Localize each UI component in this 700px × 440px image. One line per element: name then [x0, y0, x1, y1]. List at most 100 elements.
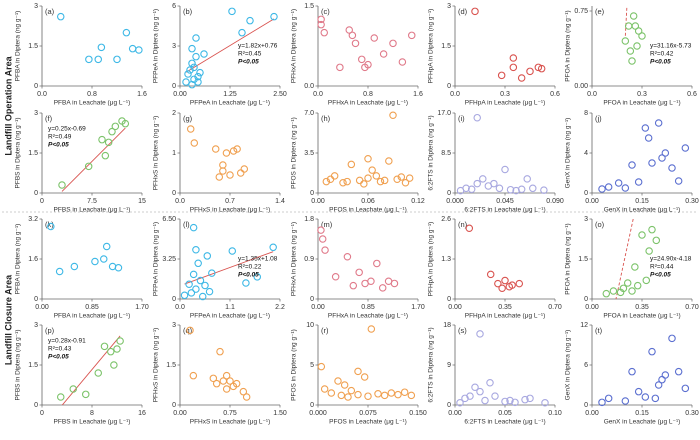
point: [208, 269, 216, 277]
point: [501, 397, 509, 406]
point: [378, 284, 387, 292]
x-tick-label: 1.70: [135, 304, 149, 311]
y-tick-label: 1.3: [441, 256, 451, 263]
point: [541, 399, 549, 407]
point: [638, 32, 646, 40]
point: [634, 27, 643, 35]
point: [347, 160, 356, 169]
point: [623, 279, 632, 287]
point: [628, 161, 636, 169]
y-tick-label: 1.5: [441, 43, 451, 50]
point: [648, 159, 656, 167]
point: [506, 396, 514, 405]
point: [526, 394, 534, 403]
point: [397, 173, 406, 181]
fit-line: [184, 251, 274, 285]
x-tick-label: 1.6: [137, 91, 147, 98]
x-tick-label: 0.75: [223, 410, 237, 417]
point: [529, 184, 537, 193]
point: [240, 165, 249, 173]
point: [340, 381, 349, 389]
y-tick-label: 6.50: [162, 216, 176, 223]
y-tick-label: 0: [447, 402, 451, 409]
point: [634, 387, 643, 396]
x-tick-label: 0.7: [225, 198, 235, 205]
y-axis-label: PFBS in Diptera (ng g⁻¹): [15, 118, 22, 189]
point: [633, 42, 641, 50]
point: [602, 289, 611, 298]
point: [186, 326, 194, 335]
point: [465, 224, 474, 232]
y-axis-label: PFBS in Diptera (ng g⁻¹): [15, 330, 22, 401]
point: [376, 177, 385, 186]
point: [228, 7, 236, 16]
x-tick-label: 0.000: [446, 198, 464, 205]
point: [110, 361, 118, 369]
point: [253, 273, 262, 281]
point: [390, 279, 399, 288]
point: [621, 397, 630, 405]
point: [634, 178, 643, 186]
point: [226, 377, 234, 385]
point: [121, 119, 130, 128]
y-tick-label: 6: [172, 3, 176, 10]
point: [343, 253, 352, 261]
panel-label: (q): [183, 326, 193, 335]
point: [407, 31, 416, 40]
panel-label: (l): [183, 220, 190, 229]
y-axis-label: GenX in Diptera (ng g⁻¹): [565, 330, 572, 401]
point: [526, 67, 534, 76]
x-tick-label: 1.4: [275, 198, 285, 205]
point: [479, 175, 487, 183]
x-tick-label: 0.0: [587, 91, 597, 98]
x-tick-label: 7.5: [87, 198, 97, 205]
x-axis-label: PFOS in Leachate (μg L⁻¹): [329, 419, 407, 426]
point: [196, 276, 205, 285]
point: [70, 262, 79, 271]
point: [102, 242, 111, 251]
point: [189, 371, 198, 380]
x-tick-label: 0.15: [635, 198, 649, 205]
y-tick-label: 9: [447, 362, 451, 369]
x-tick-label: 2.2: [275, 304, 285, 311]
point: [135, 46, 143, 54]
y-tick-label: 0: [447, 83, 451, 90]
point: [364, 154, 372, 163]
point: [192, 34, 200, 42]
point: [651, 394, 660, 403]
point: [658, 375, 666, 384]
panel-label: (o): [595, 220, 605, 229]
point: [654, 381, 663, 389]
point: [194, 78, 202, 86]
panel-label: (a): [45, 7, 55, 16]
x-tick-label: 0.00: [585, 198, 599, 205]
point: [654, 119, 663, 127]
x-tick-label: 0.05: [498, 410, 512, 417]
y-tick-label: 1: [172, 150, 176, 157]
y-tick-label: 0: [584, 402, 588, 409]
point: [604, 394, 613, 403]
point: [190, 139, 199, 147]
point: [645, 247, 653, 255]
point: [501, 276, 509, 285]
point: [674, 367, 683, 376]
x-tick-label: 0.85: [85, 304, 99, 311]
y-axis-label: PFBA in Diptera (ng g⁻¹): [15, 224, 22, 295]
panel-label: (r): [321, 326, 329, 335]
point: [633, 281, 642, 290]
y-tick-label: 0: [310, 190, 314, 197]
y-tick-label: 1.5: [28, 150, 38, 157]
y-axis-label: PFHxS in Diptera (ng g⁻¹): [153, 328, 160, 403]
x-tick-label: 16: [138, 410, 146, 417]
y-tick-label: 1.5: [28, 43, 38, 50]
annotation: R²=0.49: [48, 134, 72, 141]
point: [343, 177, 351, 186]
point: [212, 379, 221, 388]
point: [604, 183, 613, 191]
panel-label: (h): [321, 114, 331, 123]
y-tick-label: 8.5: [441, 150, 451, 157]
point: [462, 184, 470, 193]
point: [122, 28, 131, 37]
x-tick-label: 2.50: [273, 91, 287, 98]
point: [495, 184, 504, 193]
